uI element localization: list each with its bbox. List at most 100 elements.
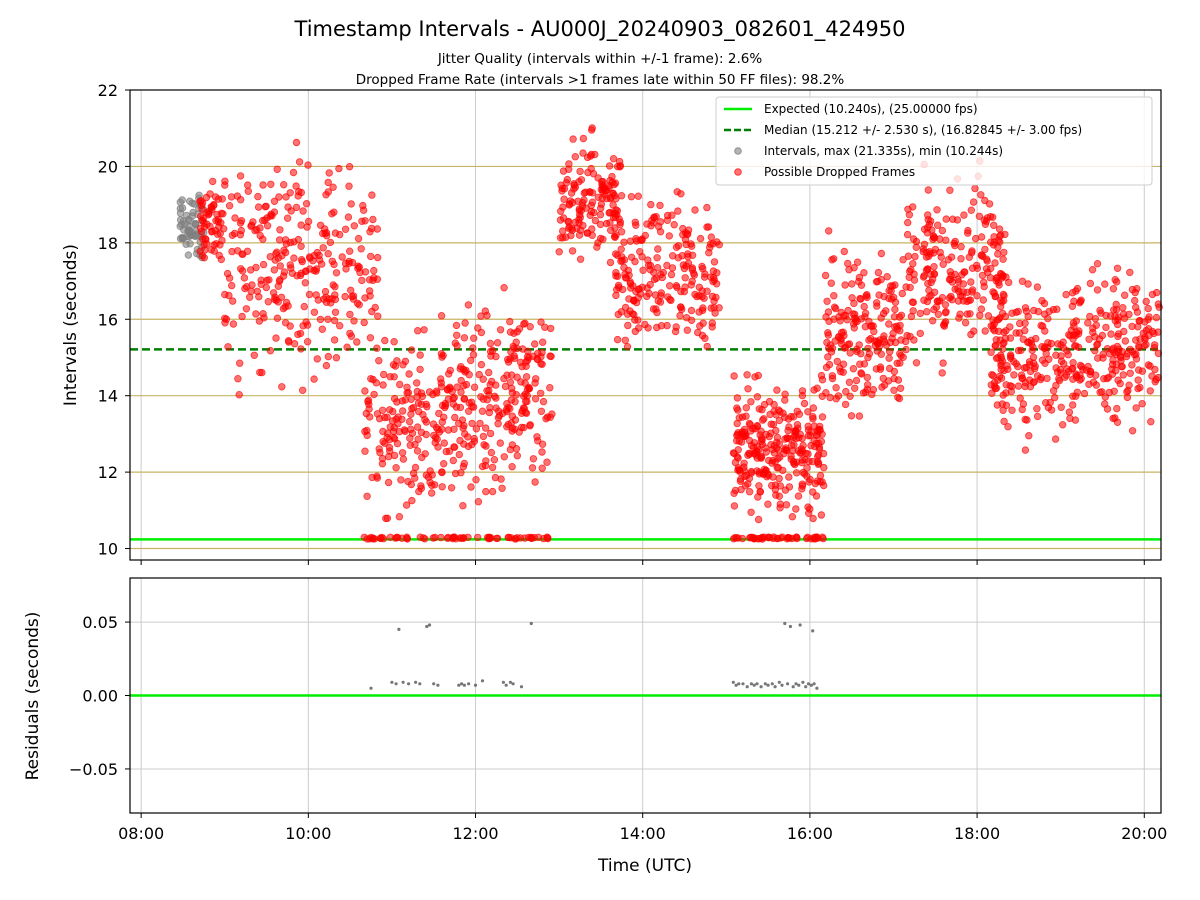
dropped-frame-point: [895, 394, 904, 403]
dropped-frame-point: [931, 234, 939, 242]
residuals-panel: 08:00 10:00 12:00 14:00 16:00 18:00 20:00 −0.05…: [23, 577, 1167, 876]
dropped-frame-point: [374, 312, 382, 320]
dropped-frame-point: [899, 256, 907, 264]
dropped-frame-point: [297, 256, 306, 264]
dropped-frame-point: [1138, 400, 1146, 408]
dropped-frame-point: [316, 315, 325, 324]
dropped-frame-point: [785, 423, 793, 431]
dropped-frame-point: [924, 279, 932, 288]
dropped-frame-point: [1015, 329, 1024, 337]
dropped-frame-point: [804, 450, 812, 458]
dropped-frame-point: [343, 343, 351, 351]
dropped-frame-point: [856, 294, 864, 303]
dropped-frame-point: [1071, 416, 1080, 424]
dropped-frame-point: [973, 292, 981, 300]
residual-point: [752, 683, 756, 687]
dropped-frame-point: [576, 167, 584, 176]
dropped-frame-point: [677, 287, 685, 296]
dropped-frame-point: [657, 289, 665, 297]
dropped-frame-point: [439, 351, 447, 360]
dropped-frame-point: [1057, 403, 1065, 411]
dropped-frame-point: [546, 384, 554, 392]
interval-point: [182, 240, 190, 248]
dropped-frame-point: [1074, 330, 1083, 338]
dropped-frame-point: [672, 323, 680, 331]
dropped-frame-point: [422, 430, 430, 439]
dropped-frame-point: [583, 229, 591, 237]
dropped-frame-point: [1093, 260, 1102, 268]
dropped-frame-point: [632, 298, 641, 307]
dropped-frame-point: [449, 533, 458, 542]
dropped-frame-point: [537, 407, 546, 415]
dropped-frame-point: [990, 221, 998, 229]
dropped-frame-point: [259, 260, 268, 269]
dropped-frame-point: [1002, 381, 1010, 389]
dropped-frame-point: [596, 210, 605, 219]
dropped-frame-point: [297, 345, 305, 353]
dropped-frame-point: [765, 534, 773, 542]
dropped-frame-point: [236, 230, 245, 239]
dropped-frame-point: [846, 392, 854, 400]
dropped-frame-point: [450, 425, 458, 433]
dropped-frame-point: [252, 225, 261, 234]
dropped-frame-point: [381, 336, 389, 345]
dropped-frame-point: [526, 323, 534, 331]
dropped-frame-point: [1030, 364, 1039, 373]
dropped-frame-point: [998, 357, 1007, 365]
dropped-frame-point: [798, 447, 807, 455]
dropped-frame-point: [989, 316, 997, 324]
dropped-frame-point: [687, 316, 696, 324]
dropped-frame-point: [733, 394, 742, 402]
dropped-frame-point: [559, 214, 568, 222]
dropped-frame-point: [264, 298, 272, 306]
dropped-frame-point: [1150, 329, 1158, 338]
dropped-frame-point: [470, 434, 478, 443]
dropped-frame-point: [588, 198, 597, 206]
dropped-frame-point: [515, 325, 524, 333]
residual-point: [460, 682, 464, 686]
dropped-frame-point: [885, 294, 893, 303]
dropped-frame-point: [476, 419, 484, 428]
dropped-frame-point: [520, 320, 528, 328]
intervals-points: [176, 124, 1163, 543]
dropped-frame-point: [606, 258, 615, 267]
residuals-y-tick-label: 0.05: [82, 613, 118, 632]
dropped-frame-point: [1073, 388, 1081, 396]
dropped-frame-point: [687, 281, 695, 289]
dropped-frame-point: [456, 403, 465, 412]
dropped-frame-point: [596, 220, 605, 229]
dropped-frame-point: [538, 448, 546, 456]
dropped-frame-point: [1046, 398, 1054, 407]
dropped-frame-point: [202, 240, 211, 248]
dropped-frame-point: [407, 346, 416, 354]
dropped-frame-point: [486, 429, 495, 438]
dropped-frame-point: [418, 453, 426, 462]
dropped-frame-point: [350, 317, 358, 325]
dropped-frame-point: [1126, 369, 1134, 377]
dropped-frame-point: [494, 414, 503, 422]
dropped-frame-point: [1033, 405, 1041, 413]
dropped-frame-point: [276, 262, 284, 270]
dropped-frame-point: [290, 238, 298, 246]
dropped-frame-point: [751, 373, 759, 381]
dropped-frame-point: [969, 198, 978, 206]
dropped-frame-point: [570, 181, 578, 189]
dropped-frame-point: [347, 200, 355, 208]
dropped-frame-point: [289, 168, 298, 177]
dropped-frame-point: [431, 438, 439, 447]
dropped-frame-point: [254, 203, 263, 211]
dropped-frame-point: [361, 294, 369, 302]
dropped-frame-point: [779, 409, 787, 417]
dropped-frame-point: [677, 303, 685, 312]
dropped-frame-point: [734, 446, 742, 454]
dropped-frame-point: [511, 425, 519, 433]
dropped-frame-point: [398, 449, 407, 457]
dropped-frame-point: [346, 310, 354, 319]
dropped-frame-point: [904, 218, 912, 227]
dropped-frame-point: [301, 279, 309, 287]
dropped-frame-point: [676, 311, 684, 320]
dropped-frame-point: [1133, 308, 1142, 316]
dropped-frame-point: [869, 386, 878, 394]
dropped-frame-point: [1111, 317, 1119, 325]
interval-point: [184, 251, 193, 259]
